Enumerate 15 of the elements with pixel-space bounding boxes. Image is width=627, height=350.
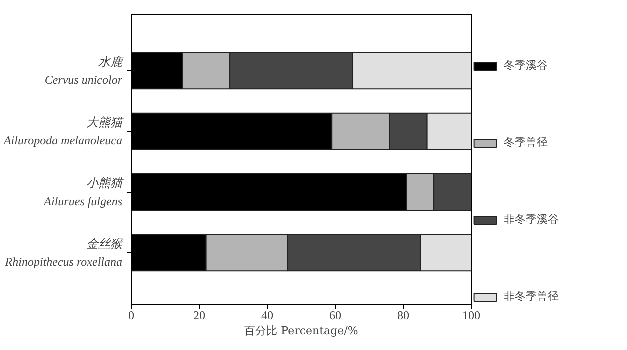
legend-label: 非冬季兽径 xyxy=(504,289,559,304)
legend-label: 冬季兽径 xyxy=(504,135,548,150)
x-tick-label: 40 xyxy=(262,308,274,322)
x-tick-label: 60 xyxy=(330,308,342,322)
y-tick-label: 金丝猴 Rhinopithecus roxellana xyxy=(4,236,124,270)
y-tick-label: 大熊猫 Ailuropoda melanoleuca xyxy=(2,115,124,148)
legend-label: 冬季溪谷 xyxy=(504,58,548,73)
x-tick-label: 80 xyxy=(398,308,410,322)
y-tick-label: 水鹿 Cervus unicolor xyxy=(44,54,124,88)
x-tick-label: 0 xyxy=(128,308,134,322)
x-tick-label: 100 xyxy=(462,308,480,322)
legend-label: 非冬季溪谷 xyxy=(504,212,559,227)
x-axis-title: 百分比 Percentage/% xyxy=(244,324,358,338)
x-tick-label: 20 xyxy=(194,308,206,322)
y-tick-label: 小熊猫 Ailurues fulgens xyxy=(43,176,124,208)
